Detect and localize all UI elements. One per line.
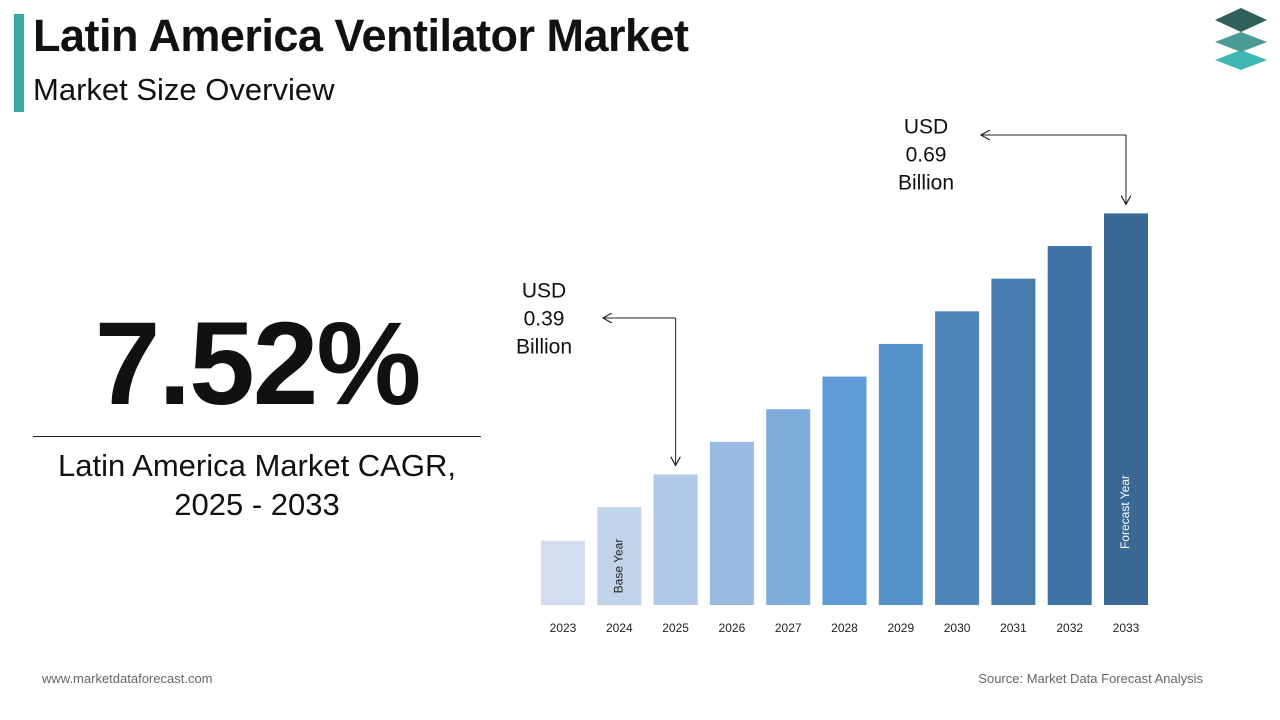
- x-tick-label-2032: 2032: [1056, 621, 1083, 635]
- bar-2025: [653, 474, 698, 605]
- bar-2023: [541, 540, 585, 605]
- callout-text-line: USD: [522, 279, 566, 302]
- cagr-label-line2: 2025 - 2033: [174, 487, 340, 522]
- market-size-bar-chart: 2023 2024 2025 2026 2027 2028 2029 2030 2031 2032…: [516, 115, 1148, 635]
- x-tick-label-2025: 2025: [662, 621, 689, 635]
- page-title: Latin America Ventilator Market: [33, 10, 689, 61]
- x-tick-label-2031: 2031: [1000, 621, 1027, 635]
- footer-source: Source: Market Data Forecast Analysis: [978, 671, 1203, 686]
- bar-2028: [822, 376, 867, 605]
- cagr-value: 7.52%: [94, 298, 422, 430]
- x-tick-label-2027: 2027: [775, 621, 802, 635]
- bar-label-forecast-year: Forecast Year: [1118, 475, 1132, 549]
- bar-2030: [935, 311, 980, 605]
- value-callout-2033: USD 0.69 Billion: [898, 115, 1126, 203]
- x-tick-label-2023: 2023: [550, 621, 577, 635]
- callout-text-line: USD: [904, 115, 948, 138]
- callout-text-line: 0.39: [524, 307, 565, 330]
- x-tick-label-2029: 2029: [887, 621, 914, 635]
- callout-text-line: 0.69: [906, 143, 947, 166]
- footer-website: www.marketdataforecast.com: [42, 671, 213, 686]
- stacked-layers-logo-icon: [1215, 8, 1267, 70]
- bar-2033: [1104, 213, 1148, 605]
- callout-text-line: Billion: [516, 335, 572, 358]
- x-tick-label-2024: 2024: [606, 621, 633, 635]
- cagr-label: Latin America Market CAGR, 2025 - 2033: [33, 446, 481, 524]
- bar-2029: [878, 343, 923, 605]
- bar-2026: [709, 441, 754, 605]
- x-tick-label-2028: 2028: [831, 621, 858, 635]
- title-accent-bar: [14, 14, 24, 112]
- x-tick-label-2033: 2033: [1113, 621, 1140, 635]
- bar-2032: [1047, 246, 1092, 606]
- x-tick-label-2030: 2030: [944, 621, 971, 635]
- bar-label-base-year: Base Year: [611, 539, 625, 594]
- page-subtitle: Market Size Overview: [33, 72, 335, 107]
- bar-2027: [766, 409, 811, 605]
- cagr-divider: [33, 436, 481, 437]
- cagr-label-line1: Latin America Market CAGR,: [58, 448, 456, 483]
- bar-2031: [991, 278, 1036, 605]
- bar-2024: [597, 507, 642, 605]
- value-callout-2025: USD 0.39 Billion: [516, 279, 676, 464]
- x-tick-label-2026: 2026: [719, 621, 746, 635]
- callout-text-line: Billion: [898, 171, 954, 194]
